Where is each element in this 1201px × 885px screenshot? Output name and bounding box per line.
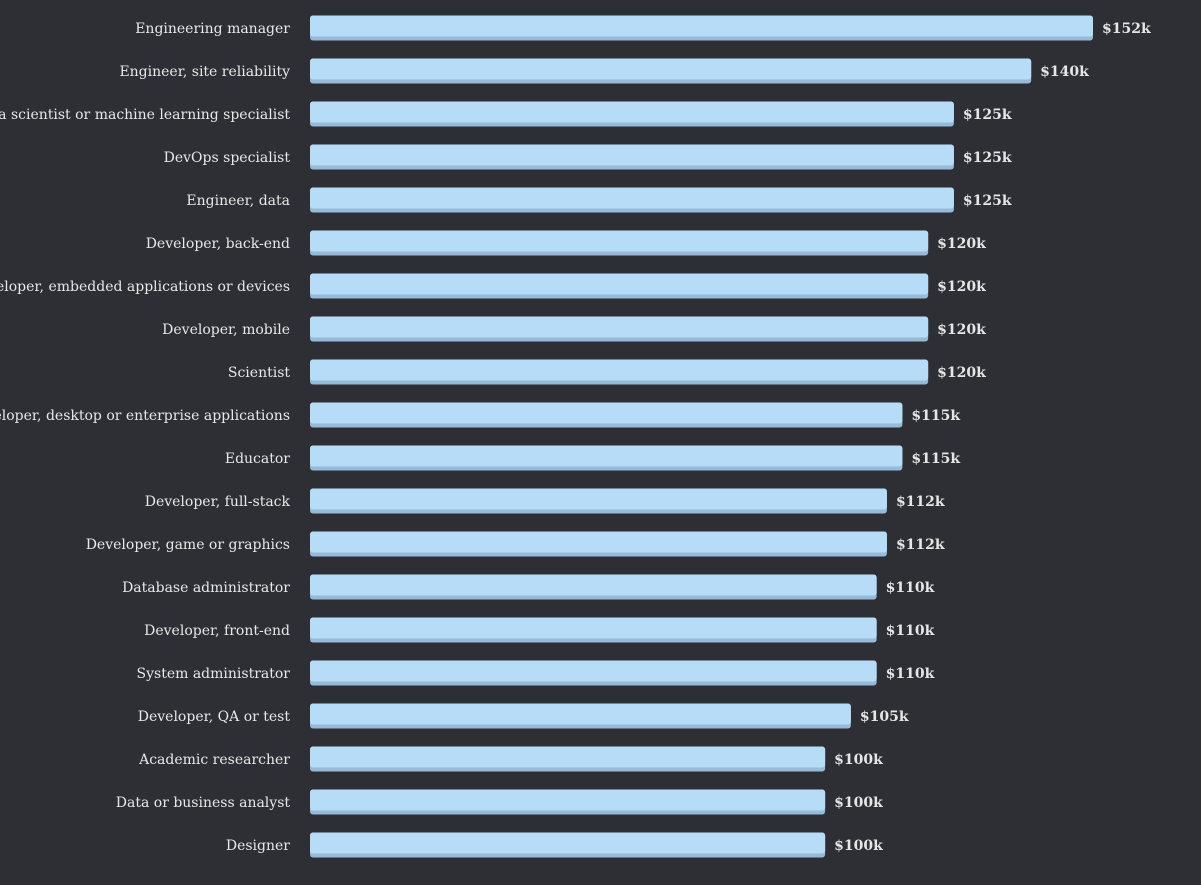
category-label: Data scientist or machine learning speci… — [0, 107, 290, 123]
bar — [310, 273, 929, 295]
bar — [310, 703, 851, 725]
bar — [310, 58, 1032, 80]
bar — [310, 144, 954, 166]
category-label: Engineer, site reliability — [119, 64, 290, 80]
bar — [310, 617, 877, 639]
bar — [310, 660, 877, 682]
value-label: $105k — [860, 709, 909, 725]
value-label: $100k — [834, 752, 883, 768]
value-label: $125k — [963, 150, 1012, 166]
bar — [310, 187, 954, 209]
value-label: $120k — [937, 279, 986, 295]
category-label: Designer — [226, 838, 290, 854]
value-label: $140k — [1040, 64, 1089, 80]
bar — [310, 359, 929, 381]
bar — [310, 402, 903, 424]
value-label: $100k — [834, 838, 883, 854]
category-label: DevOps specialist — [164, 150, 291, 166]
value-label: $100k — [834, 795, 883, 811]
bar — [310, 445, 903, 467]
value-label: $120k — [937, 322, 986, 338]
bar — [310, 746, 826, 768]
bar — [310, 531, 887, 553]
category-label: Engineer, data — [186, 193, 290, 209]
category-label: Developer, full-stack — [145, 494, 291, 510]
category-label: Developer, embedded applications or devi… — [0, 279, 290, 295]
bar — [310, 574, 877, 596]
bar — [310, 230, 929, 252]
value-label: $125k — [963, 107, 1012, 123]
bar — [310, 15, 1093, 37]
value-label: $110k — [886, 666, 935, 682]
category-label: Database administrator — [122, 580, 290, 596]
category-label: Developer, front-end — [144, 623, 290, 639]
category-label: Scientist — [228, 365, 290, 381]
category-label: System administrator — [137, 666, 291, 682]
value-label: $115k — [911, 408, 960, 424]
value-label: $110k — [886, 580, 935, 596]
category-label: Developer, desktop or enterprise applica… — [0, 408, 290, 424]
category-label: Data or business analyst — [116, 795, 291, 811]
category-label: Academic researcher — [138, 752, 290, 768]
bar — [310, 488, 887, 510]
value-label: $120k — [937, 365, 986, 381]
category-label: Developer, back-end — [146, 236, 290, 252]
value-label: $125k — [963, 193, 1012, 209]
bar — [310, 101, 954, 123]
bar — [310, 832, 826, 854]
value-label: $112k — [896, 537, 945, 553]
value-label: $120k — [937, 236, 986, 252]
value-label: $112k — [896, 494, 945, 510]
category-label: Developer, QA or test — [138, 709, 291, 725]
bar-group: Engineering manager $152k Engineer, site r… — [0, 15, 1151, 858]
category-label: Engineering manager — [135, 21, 290, 37]
value-label: $152k — [1102, 21, 1151, 37]
category-label: Educator — [225, 451, 290, 467]
bar — [310, 789, 826, 811]
category-label: Developer, game or graphics — [86, 537, 290, 553]
category-label: Developer, mobile — [162, 322, 290, 338]
value-label: $110k — [886, 623, 935, 639]
bar — [310, 316, 929, 338]
value-label: $115k — [911, 451, 960, 467]
